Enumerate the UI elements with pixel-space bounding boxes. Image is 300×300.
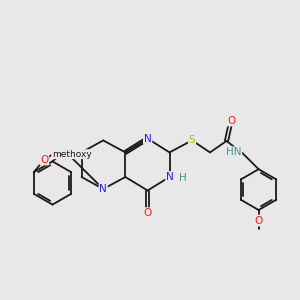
Text: N: N xyxy=(99,184,107,194)
Text: methoxy2: methoxy2 xyxy=(260,228,267,230)
Text: O: O xyxy=(227,116,235,126)
Text: N: N xyxy=(166,172,174,182)
Text: O: O xyxy=(143,208,152,218)
Text: O: O xyxy=(40,154,48,165)
Text: methoxy: methoxy xyxy=(52,150,92,159)
Text: N: N xyxy=(166,172,174,182)
Text: O: O xyxy=(254,215,263,226)
Text: HN: HN xyxy=(226,147,242,157)
Text: O: O xyxy=(254,215,263,226)
Text: S: S xyxy=(189,135,195,146)
Text: H: H xyxy=(178,172,186,183)
Text: N: N xyxy=(144,134,152,144)
